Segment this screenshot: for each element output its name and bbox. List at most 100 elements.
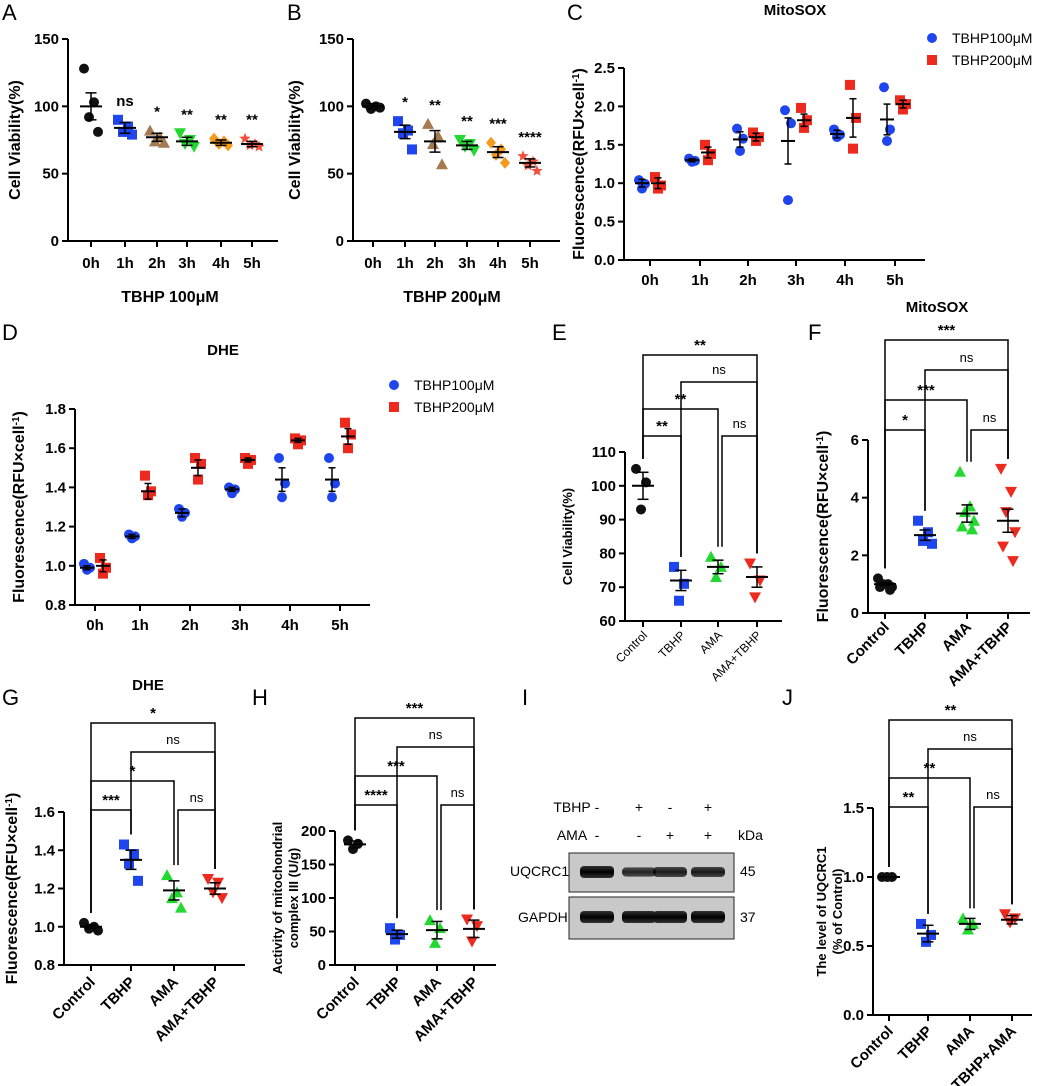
y-tick-label: 0.5 [594, 214, 615, 231]
data-point [390, 934, 400, 945]
blot-kda-label: kDa [738, 827, 763, 843]
data-point [407, 144, 417, 155]
data-point [500, 156, 510, 169]
chart-c: 0.0 0.5 1.0 1.5 2.0 2.5 0h 1h 2h 3h 4h 5h Fluorescen… [571, 2, 1033, 289]
x-tick-label: 1h [116, 255, 134, 272]
significance-label: ns [190, 790, 204, 805]
significance-label: ns [960, 350, 974, 365]
significance-bracket [680, 381, 758, 557]
data-point [916, 918, 926, 929]
data-point [650, 172, 660, 183]
significance-label: ** [246, 112, 258, 129]
data-point [175, 901, 187, 913]
blot-band [580, 866, 614, 878]
x-tick-label: 4h [836, 272, 854, 289]
chart-title: DHE [132, 677, 164, 694]
y-axis-label: Cell Viability(%) [560, 488, 575, 585]
significance-label: * [130, 763, 136, 780]
significance-label: ns [712, 362, 726, 377]
significance-label: ns [166, 732, 180, 747]
significance-label: ** [903, 789, 915, 806]
y-tick-label: 1.5 [594, 137, 615, 154]
significance-label: ns [983, 410, 997, 425]
y-tick-label: 6 [851, 432, 859, 449]
data-point [999, 909, 1011, 921]
x-tick-label: TBHP [98, 974, 139, 1015]
chart-title: DHE [207, 342, 239, 359]
blot-kda-uqcrc1: 45 [740, 863, 756, 879]
y-tick-label: 1.2 [45, 519, 66, 536]
x-tick-label: 3h [231, 617, 249, 634]
significance-label: ** [924, 760, 936, 777]
data-point [239, 132, 251, 144]
data-point [705, 550, 717, 562]
blot-band [653, 867, 687, 877]
x-tick-label: 1h [691, 272, 709, 289]
western-blot: TBHP AMA - + - + - - + + kDa UQCRC1 GAPD… [510, 799, 763, 940]
x-tick-label: Control [613, 628, 650, 665]
data-point [898, 104, 908, 115]
significance-label: *** [917, 382, 935, 399]
legend-marker [927, 55, 937, 65]
y-axis-label: Fluorescence(RFU×cell-1) [4, 793, 22, 985]
data-point [926, 929, 936, 940]
data-point [923, 527, 933, 538]
y-tick-label: 4 [851, 490, 860, 507]
significance-label: * [902, 412, 908, 429]
data-point [710, 571, 722, 583]
x-tick-label: TBHP [892, 619, 933, 660]
significance-label: ** [675, 391, 687, 408]
y-tick-label: 0.5 [843, 938, 864, 955]
data-point [188, 141, 200, 153]
y-tick-label: 1.6 [45, 440, 66, 457]
data-point [968, 514, 980, 526]
data-point [174, 128, 186, 140]
significance-label: * [150, 705, 156, 722]
y-tick-label: 1.0 [34, 919, 55, 936]
y-tick-label: 150 [319, 31, 344, 48]
y-tick-label: 0 [318, 957, 326, 974]
data-point [243, 458, 253, 469]
panel-letter-f: F [808, 320, 821, 345]
data-point [517, 150, 529, 161]
data-point [432, 129, 444, 141]
data-point [429, 936, 441, 948]
data-point [161, 869, 173, 881]
data-point [466, 936, 478, 948]
x-tick-label: Control [843, 619, 893, 669]
x-tick-label: AMA [942, 1023, 978, 1059]
x-tick-label: Control [49, 974, 99, 1024]
data-point [848, 143, 858, 154]
data-point [95, 552, 105, 563]
y-axis-label: Fluorescence(RFU×cell-1) [815, 431, 833, 623]
data-point [385, 923, 395, 934]
x-tick-label: 3h [458, 255, 476, 272]
significance-bracket [888, 806, 929, 914]
chart-title: MitoSOX [906, 299, 969, 316]
data-point [706, 149, 716, 160]
data-point [966, 523, 978, 535]
data-point [190, 453, 200, 463]
y-tick-label: 1.0 [45, 558, 66, 575]
data-point [324, 453, 334, 463]
panel-letter-g: G [2, 685, 19, 710]
data-point [140, 470, 150, 481]
x-tick-label: 0h [364, 255, 382, 272]
y-tick-label: 1.4 [34, 842, 56, 859]
data-point [471, 921, 483, 933]
data-point [118, 126, 128, 137]
x-tick-label: 5h [331, 617, 349, 634]
blot-sign: - [668, 799, 673, 815]
chart-title: MitoSOX [764, 2, 827, 19]
data-point [461, 914, 473, 926]
y-axis-label: complex III (U/g) [286, 848, 301, 948]
blot-band [622, 867, 656, 877]
x-tick-label: 4h [212, 255, 230, 272]
y-tick-label: 50 [42, 166, 59, 183]
panel-letter-d: D [2, 320, 18, 345]
y-tick-label: 2.5 [594, 60, 615, 77]
y-tick-label: 1.4 [45, 479, 67, 496]
significance-bracket [90, 809, 132, 913]
data-point [348, 844, 358, 855]
